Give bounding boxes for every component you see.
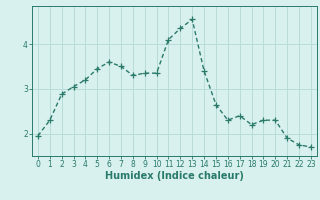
X-axis label: Humidex (Indice chaleur): Humidex (Indice chaleur) [105, 171, 244, 181]
